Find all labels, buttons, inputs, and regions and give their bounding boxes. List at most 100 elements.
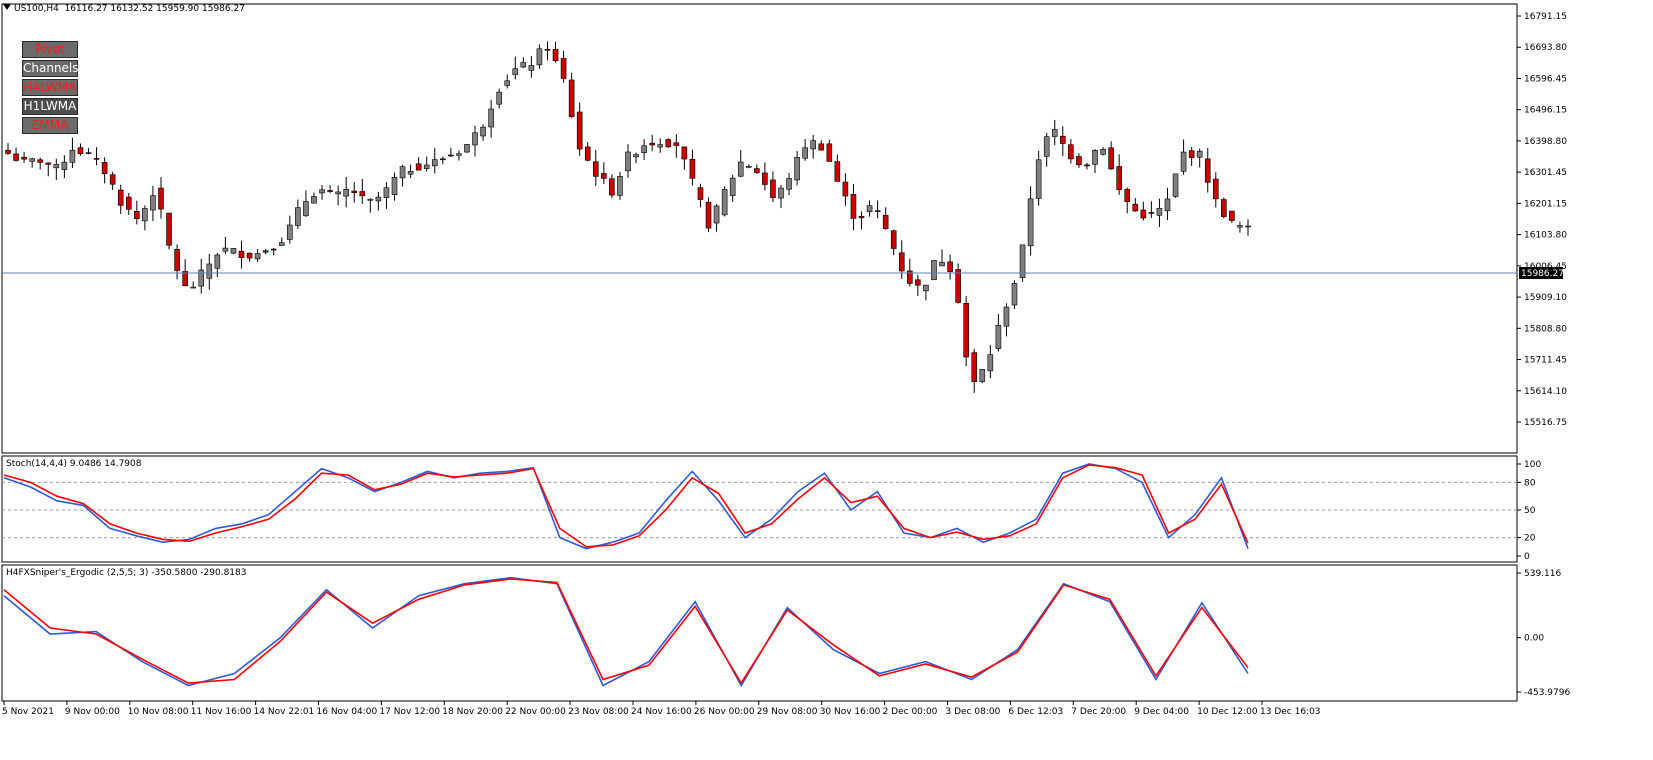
- ergodic-level-label: -453.9796: [1524, 688, 1570, 698]
- candle-body: [931, 260, 937, 281]
- candle-body: [665, 139, 672, 148]
- price-label: 15909.10: [1524, 293, 1567, 303]
- ergodic-signal-line: [3, 578, 1249, 685]
- time-axis: 5 Nov 2021 9 Nov 00:00 10 Nov 08:00 11 Nov …: [2, 701, 1321, 717]
- time-label: 24 Nov 16:00: [631, 707, 692, 717]
- price-label: 16693.80: [1524, 43, 1567, 53]
- current-price-box: [1519, 267, 1563, 279]
- candle-body: [1108, 147, 1114, 170]
- candle-body: [335, 191, 341, 195]
- time-label: 17 Nov 12:00: [379, 707, 440, 717]
- candle-body: [1068, 144, 1074, 160]
- candle-body: [1051, 129, 1058, 137]
- candle-body: [810, 140, 816, 150]
- h4lwma-button[interactable]: H4LWMA: [22, 79, 78, 96]
- candle-body: [1140, 209, 1147, 219]
- candle-body: [689, 158, 696, 179]
- candle-body: [504, 80, 511, 86]
- candle-body: [423, 164, 430, 169]
- emma-button[interactable]: EMMA: [22, 117, 78, 134]
- stoch-levels: 100 80 50 20 0: [2, 460, 1541, 562]
- candle-body: [721, 189, 728, 216]
- candle-body: [874, 210, 881, 212]
- candle-body: [1180, 151, 1187, 172]
- candle-body: [37, 159, 44, 163]
- candle-body: [69, 149, 76, 163]
- candle-body: [351, 190, 358, 194]
- candle-body: [520, 62, 527, 68]
- candle-body: [898, 252, 905, 272]
- candle-body: [117, 189, 124, 206]
- time-label: 10 Nov 08:00: [128, 707, 189, 717]
- chart-menu-icon[interactable]: [3, 4, 11, 10]
- candle-body: [198, 269, 205, 287]
- candle-body: [1100, 148, 1106, 155]
- candle-body: [754, 168, 760, 174]
- candle-body: [61, 161, 68, 170]
- candle-body: [1011, 283, 1018, 306]
- price-label: 16398.80: [1524, 137, 1567, 147]
- candle-body: [93, 158, 100, 160]
- candle-body: [1035, 159, 1042, 199]
- candle-body: [1124, 189, 1131, 203]
- candle-body: [552, 48, 559, 62]
- candle-body: [303, 201, 309, 217]
- candle-body: [592, 161, 599, 177]
- candle-body: [802, 147, 808, 159]
- candle-body: [601, 173, 607, 179]
- candle-body: [850, 193, 857, 219]
- candle-body: [826, 143, 833, 162]
- price-label: 16006.45: [1524, 262, 1567, 272]
- candle-body: [142, 208, 148, 222]
- candle-body: [907, 270, 913, 284]
- candle-body: [1084, 164, 1090, 167]
- pivot-button[interactable]: Pivot: [22, 41, 78, 58]
- candle-body: [480, 126, 486, 137]
- candle-body: [915, 279, 921, 286]
- candle-body: [890, 230, 897, 249]
- candle-body: [1188, 150, 1195, 158]
- candle-body: [560, 58, 567, 79]
- candle-body: [633, 154, 639, 158]
- candle-body: [625, 151, 631, 172]
- stoch-level-label: 80: [1524, 478, 1536, 488]
- price-label: 15614.10: [1524, 387, 1567, 397]
- ergodic-level-label: 0.00: [1524, 634, 1544, 644]
- candle-body: [649, 142, 655, 146]
- candle-body: [407, 171, 414, 175]
- candle-body: [794, 157, 800, 181]
- candle-body: [375, 196, 382, 202]
- candle-body: [85, 152, 92, 154]
- stoch-level-label: 20: [1524, 534, 1536, 544]
- candle-body: [584, 146, 591, 161]
- time-label: 30 Nov 16:00: [820, 707, 881, 717]
- candle-body: [923, 284, 929, 292]
- candle-body: [287, 224, 293, 240]
- candles: [5, 41, 1251, 393]
- candle-body: [496, 91, 502, 105]
- candle-body: [1237, 225, 1243, 228]
- time-label: 10 Dec 12:00: [1197, 707, 1258, 717]
- candle-body: [842, 181, 849, 197]
- price-label: 16496.15: [1524, 106, 1567, 116]
- stoch-level-label: 100: [1524, 460, 1541, 470]
- candle-body: [1212, 178, 1219, 200]
- h1lwma-button[interactable]: H1LWMA: [22, 98, 78, 115]
- candle-body: [101, 162, 108, 175]
- candle-body: [512, 68, 519, 75]
- channels-button[interactable]: Channels: [22, 60, 79, 77]
- candle-body: [1156, 207, 1163, 216]
- candle-body: [568, 79, 575, 117]
- ergodic-level-label: 539.116: [1524, 569, 1561, 579]
- ergodic-levels: 539.116 0.00 -453.9796: [1517, 569, 1570, 698]
- candle-body: [866, 205, 873, 213]
- candle-body: [778, 187, 784, 199]
- candle-body: [214, 254, 221, 269]
- candle-body: [29, 158, 35, 162]
- time-label: 13 Dec 16:03: [1260, 707, 1321, 717]
- candle-body: [1116, 166, 1122, 191]
- candle-body: [45, 162, 52, 165]
- candle-body: [270, 248, 277, 251]
- candle-body: [609, 178, 615, 196]
